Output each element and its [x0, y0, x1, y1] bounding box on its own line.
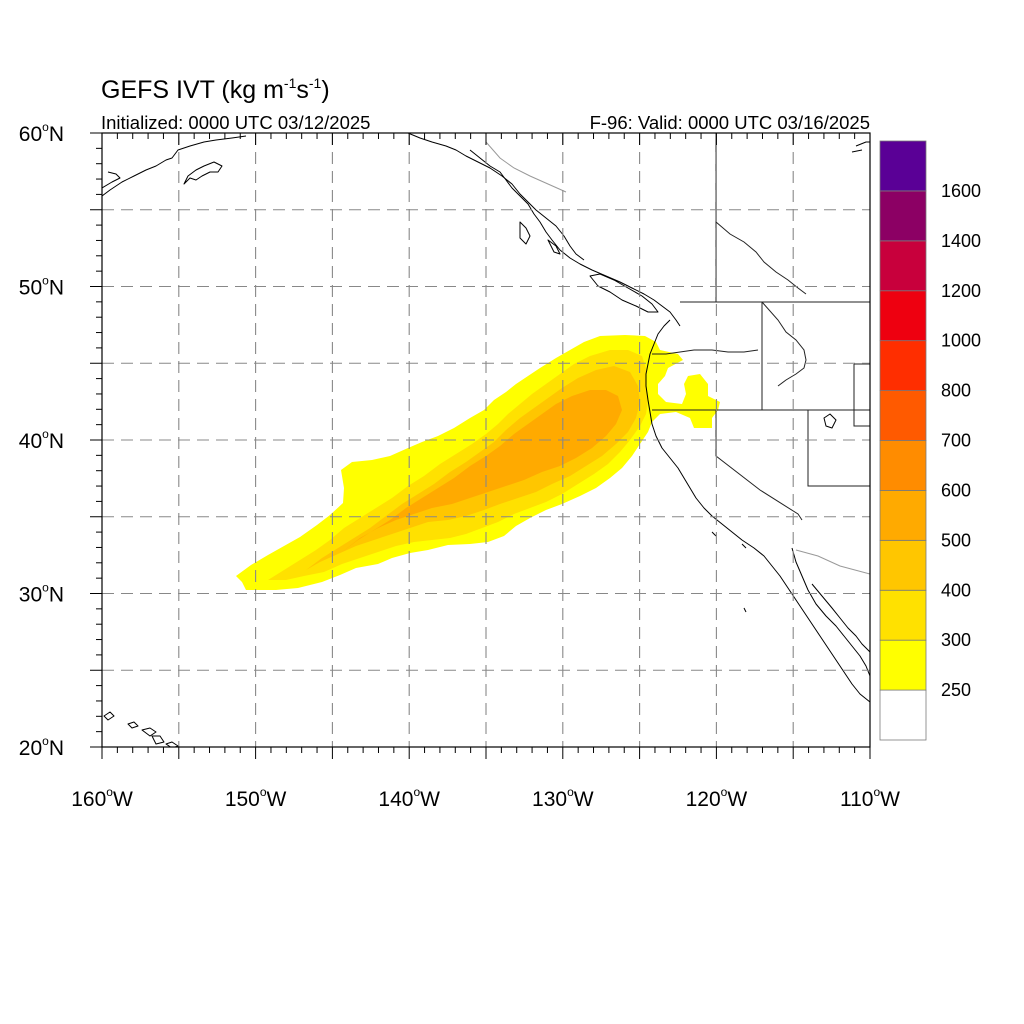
lat-label: 40oN — [19, 427, 64, 453]
colorbar-label: 1600 — [941, 181, 981, 201]
colorbar-label: 800 — [941, 381, 971, 401]
lat-label: 20oN — [19, 734, 64, 760]
us-west-coast — [645, 319, 870, 703]
colorbar-box — [879, 539, 927, 591]
ivt-contour-500 — [342, 390, 622, 552]
lon-label: 160oW — [71, 785, 133, 811]
colorbar-box — [879, 140, 927, 192]
colorbar-label: 1400 — [941, 231, 981, 251]
lon-label: 140oW — [378, 785, 440, 811]
initialized-label: Initialized: 0000 UTC 03/12/2025 — [101, 112, 370, 133]
colorbar-label: 600 — [941, 480, 971, 500]
coastlines — [102, 133, 870, 747]
lon-label: 130oW — [532, 785, 594, 811]
colorbar-label: 400 — [941, 580, 971, 600]
alaska-coast — [102, 133, 585, 261]
colorbar-label: 300 — [941, 630, 971, 650]
colorbar-box — [879, 490, 927, 541]
lat-label: 50oN — [19, 274, 64, 300]
ivt-plume — [236, 335, 720, 590]
colorbar-label: 500 — [941, 530, 971, 550]
gridlines — [102, 133, 870, 747]
canada-border-edge — [715, 221, 807, 295]
lat-label: 30oN — [19, 581, 64, 607]
colorbar-box — [879, 240, 927, 292]
colorbar-box — [879, 190, 927, 242]
colorbar-box — [879, 340, 927, 391]
colorbar-box — [879, 689, 927, 741]
colorbar-box — [879, 589, 927, 641]
colorbar-box — [879, 440, 927, 491]
lon-label: 110oW — [840, 785, 900, 811]
colorbar-box — [879, 290, 927, 342]
colorbar-box — [879, 639, 927, 691]
hawaii-islands — [103, 711, 179, 747]
colorbar-label: 1000 — [941, 331, 981, 351]
channel-islands — [711, 141, 870, 613]
lon-label: 150oW — [225, 785, 287, 811]
colorbar-box — [879, 390, 927, 441]
baja-coast — [791, 547, 870, 677]
bc-coast — [469, 149, 681, 327]
colorbar-label: 250 — [941, 680, 971, 700]
colorbar-label: 1200 — [941, 281, 981, 301]
state-borders — [652, 133, 870, 521]
figure-title: GEFS IVT (kg m-1s-1) — [101, 75, 330, 104]
lon-label: 120oW — [686, 785, 748, 811]
valid-time-label: F-96: Valid: 0000 UTC 03/16/2025 — [590, 112, 870, 133]
axis-labels: 60oN 50oN 40oN 30oN 20oN 160oW 150oW 140oW 130oW… — [19, 120, 900, 811]
ivt-colorbar: 250 300 400 500 600 700 800 1000 1200 1400 1600 — [879, 140, 981, 741]
lat-label: 60oN — [19, 120, 64, 146]
us-mexico-border — [485, 141, 870, 575]
map-frame — [90, 132, 871, 759]
colorbar-label: 700 — [941, 431, 971, 451]
